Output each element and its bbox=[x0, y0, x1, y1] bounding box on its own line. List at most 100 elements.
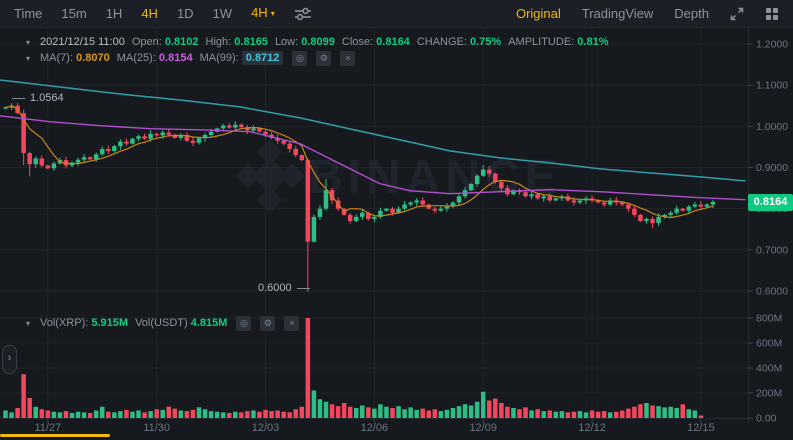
tab-original[interactable]: Original bbox=[515, 5, 561, 21]
close-value: 0.8164 bbox=[376, 36, 410, 48]
ma-remove-close-icon[interactable]: × bbox=[340, 50, 356, 66]
price-tick-label: 1.1000 bbox=[756, 80, 788, 92]
candle-body bbox=[710, 201, 716, 205]
volume-bar bbox=[112, 412, 117, 418]
interval-time[interactable]: Time bbox=[14, 5, 43, 21]
vol-xrp-label: Vol(XRP): bbox=[40, 317, 89, 329]
volume-visibility-eye-icon[interactable]: ◎ bbox=[236, 315, 252, 331]
gridlines bbox=[0, 28, 748, 418]
ma-visibility-eye-icon[interactable]: ◎ bbox=[292, 50, 308, 66]
candle-body bbox=[100, 148, 105, 155]
volume-bar bbox=[686, 409, 692, 418]
candle-body bbox=[233, 124, 238, 128]
candle-body bbox=[468, 183, 474, 191]
chart-mode-toolbar: Original TradingView Depth bbox=[516, 0, 779, 28]
candle-body bbox=[257, 128, 262, 132]
ma-settings-gear-icon[interactable]: ⚙ bbox=[316, 50, 332, 66]
volume-bar bbox=[317, 399, 323, 418]
interval-15m[interactable]: 15m bbox=[61, 5, 87, 21]
open-label: Open: bbox=[131, 36, 162, 48]
candle-body bbox=[323, 190, 329, 209]
candle-body bbox=[208, 131, 214, 135]
interval-4h[interactable]: 4H bbox=[141, 5, 158, 21]
ma25-line bbox=[0, 115, 746, 201]
volume-legend: ▾ Vol(XRP): 5.915M Vol(USDT) 4.815M ◎ ⚙ … bbox=[26, 315, 300, 331]
expand-panel-button[interactable]: › bbox=[2, 345, 17, 374]
volume-bar bbox=[299, 406, 305, 418]
candle-body bbox=[493, 173, 498, 182]
candle-body bbox=[668, 212, 673, 215]
candle-body bbox=[632, 208, 637, 215]
candle-body bbox=[680, 208, 686, 211]
candle-body bbox=[438, 208, 444, 211]
fullscreen-icon[interactable] bbox=[730, 7, 744, 21]
grid-layout-icon[interactable] bbox=[765, 7, 779, 21]
candle-body bbox=[432, 208, 438, 211]
low-value: 0.8099 bbox=[301, 36, 335, 48]
collapse-ma-icon[interactable]: ▾ bbox=[26, 53, 31, 63]
vol-usdt-label: Vol(USDT) bbox=[135, 317, 188, 329]
chart-toolbar: Time 15m 1H 4H 1D 1W 4H ▾ Original Tradin… bbox=[0, 0, 793, 28]
tab-tradingview[interactable]: TradingView bbox=[581, 5, 654, 21]
ma99-line bbox=[0, 79, 746, 182]
interval-1w[interactable]: 1W bbox=[212, 5, 233, 21]
candle-body bbox=[480, 169, 486, 176]
volume-bar bbox=[638, 404, 643, 418]
last-price-badge: 0.8164 bbox=[748, 194, 793, 211]
volume-bar bbox=[245, 411, 250, 418]
volume-bar bbox=[589, 410, 595, 418]
candle-body bbox=[202, 134, 208, 139]
volume-bar bbox=[142, 412, 147, 418]
candle-body bbox=[638, 214, 643, 222]
candle-body bbox=[656, 216, 661, 224]
candle-body bbox=[51, 163, 57, 169]
volume-bar bbox=[535, 409, 540, 418]
volume-bar bbox=[251, 410, 256, 418]
time-axis[interactable]: 11/27 11/30 12/03 12/06 12/09 12/12 12/15 bbox=[0, 418, 748, 435]
volume-bars bbox=[3, 318, 704, 418]
candle-body bbox=[408, 202, 413, 205]
volume-settings-gear-icon[interactable]: ⚙ bbox=[260, 315, 276, 331]
candle-body bbox=[692, 204, 698, 207]
vol-xrp-value: 5.915M bbox=[91, 317, 129, 329]
candle-body bbox=[360, 212, 365, 217]
collapse-ohlc-icon[interactable]: ▾ bbox=[26, 37, 31, 47]
interval-1h[interactable]: 1H bbox=[105, 5, 123, 21]
volume-bar bbox=[9, 412, 14, 418]
candle-body bbox=[142, 136, 147, 139]
candle-body bbox=[166, 132, 172, 135]
tab-depth[interactable]: Depth bbox=[674, 5, 709, 21]
candle-body bbox=[251, 128, 256, 131]
candle-body bbox=[353, 216, 359, 222]
volume-bar bbox=[402, 409, 407, 418]
candle-body bbox=[456, 196, 462, 203]
indicator-settings-icon[interactable] bbox=[294, 7, 312, 21]
volume-bar bbox=[565, 412, 571, 418]
ma7-label: MA(7): bbox=[40, 52, 74, 64]
candle-body bbox=[390, 208, 395, 213]
candle-body bbox=[529, 194, 534, 197]
time-scrollbar-thumb[interactable] bbox=[0, 434, 110, 437]
price-tick-label: 1.0000 bbox=[756, 121, 788, 133]
volume-bar bbox=[360, 405, 365, 418]
candle-body bbox=[172, 134, 178, 138]
volume-remove-close-icon[interactable]: × bbox=[284, 315, 300, 331]
ohlc-legend: ▾ 2021/12/15 11:00 Open: 0.8102 High: 0.… bbox=[26, 35, 608, 49]
volume-bar bbox=[15, 408, 20, 418]
candle-body bbox=[75, 159, 81, 163]
volume-bar bbox=[166, 406, 172, 418]
candle-body bbox=[487, 169, 492, 174]
volume-bar bbox=[620, 410, 625, 418]
price-axis[interactable]: 1.20001.10001.00000.90000.80000.70000.60… bbox=[748, 28, 788, 425]
volume-bar bbox=[547, 410, 552, 418]
interval-dropdown[interactable]: 4H ▾ bbox=[251, 0, 275, 29]
candle-body bbox=[607, 200, 613, 205]
candle-body bbox=[366, 212, 371, 219]
date-tick-label: 12/09 bbox=[469, 422, 497, 434]
candle-body bbox=[293, 148, 299, 156]
collapse-volume-icon[interactable]: ▾ bbox=[26, 318, 31, 328]
interval-1d[interactable]: 1D bbox=[176, 5, 194, 21]
candle-body bbox=[317, 208, 323, 217]
